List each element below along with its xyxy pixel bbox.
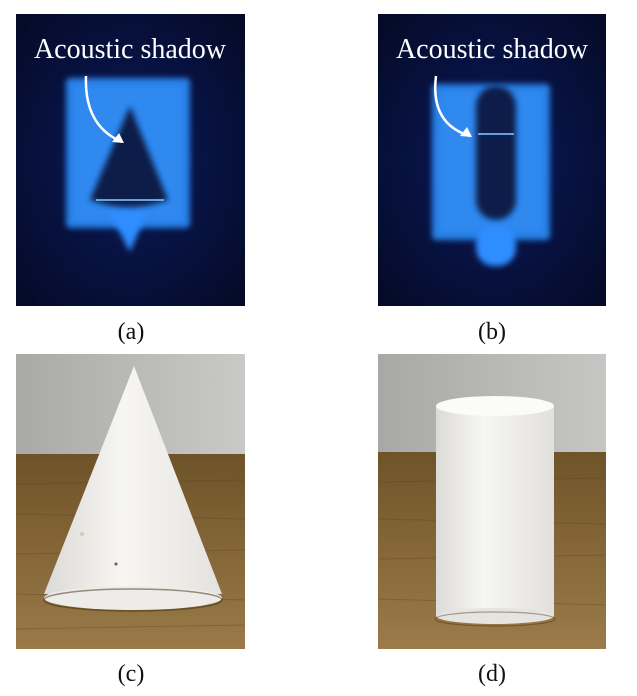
cone-photo (16, 354, 245, 649)
panel-d-cylinder-photo (378, 354, 606, 649)
ultrasound-cylinder-figure: Acoustic shadow (378, 14, 606, 306)
panel-b-ultrasound-image: Acoustic shadow (378, 14, 606, 306)
cylinder-photo (378, 354, 606, 649)
caption-d: (d) (478, 661, 506, 687)
annotation-label: Acoustic shadow (34, 34, 227, 65)
panel-a-ultrasound-image: Acoustic shadow (16, 14, 245, 306)
panel-c-cone-photo (16, 354, 245, 649)
caption-c: (c) (117, 661, 145, 687)
ultrasound-cone-figure: Acoustic shadow (16, 14, 245, 306)
caption-b: (b) (478, 319, 506, 345)
annotation-label: Acoustic shadow (396, 34, 589, 65)
caption-a: (a) (117, 319, 145, 345)
arrow-head-icon (112, 133, 124, 143)
arrow-head-icon (460, 127, 472, 137)
